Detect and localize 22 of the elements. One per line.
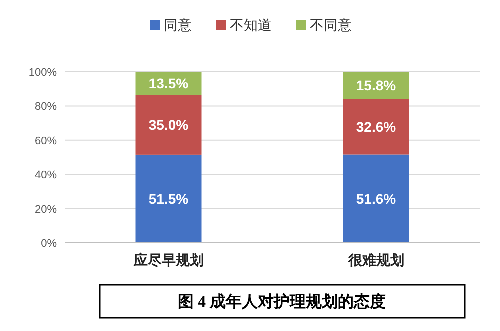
bar bbox=[136, 154, 202, 243]
data-label: 32.6% bbox=[356, 118, 397, 135]
legend-label: 不知道 bbox=[230, 17, 272, 33]
y-tick-label: 0% bbox=[41, 238, 58, 250]
caption: 图 4 成年人对护理规划的态度 bbox=[178, 292, 386, 311]
bar bbox=[343, 99, 410, 155]
x-tick-label: 很难规划 bbox=[347, 252, 404, 268]
data-label: 51.6% bbox=[356, 190, 397, 207]
data-label: 35.0% bbox=[148, 117, 190, 134]
x-tick-label: 应尽早规划 bbox=[132, 252, 204, 268]
y-tick-label: 80% bbox=[34, 101, 58, 114]
legend-label: 同意 bbox=[164, 17, 192, 33]
y-tick-label: 100% bbox=[28, 67, 58, 79]
legend-label: 不同意 bbox=[310, 17, 352, 33]
y-tick-label: 60% bbox=[34, 135, 58, 148]
bar bbox=[343, 154, 410, 243]
data-label: 13.5% bbox=[148, 76, 190, 92]
y-tick-label: 20% bbox=[34, 204, 58, 216]
data-label: 15.8% bbox=[356, 78, 397, 94]
bar bbox=[136, 95, 202, 155]
data-label: 51.5% bbox=[148, 190, 190, 207]
y-tick-label: 40% bbox=[34, 170, 58, 182]
